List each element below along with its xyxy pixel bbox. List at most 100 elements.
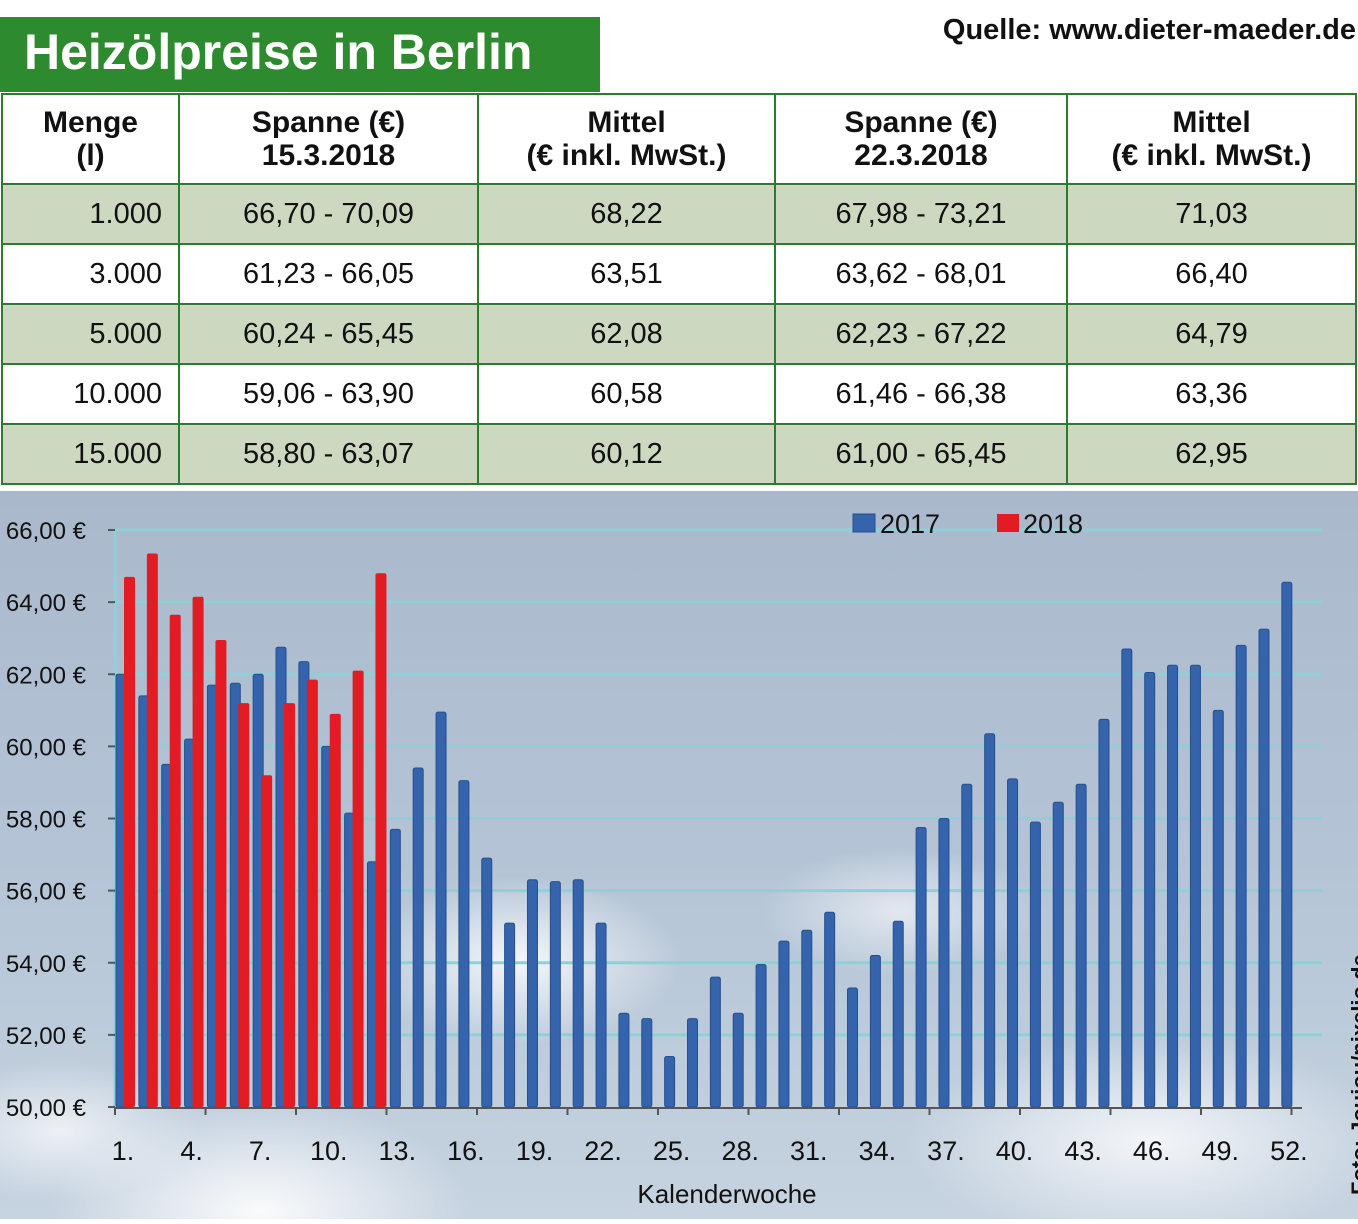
header-spanne-2: Spanne (€) 22.3.2018 <box>774 93 1068 185</box>
x-tick-label: 34. <box>859 1136 897 1166</box>
y-tick-label: 58,00 € <box>6 807 87 834</box>
bar-2018-week-10 <box>329 713 341 1107</box>
cell: 66,40 <box>1066 243 1357 305</box>
bar-2018-week-3 <box>169 614 181 1107</box>
y-tick-label: 52,00 € <box>6 1023 87 1050</box>
header-line: (l) <box>76 139 105 172</box>
bar-2018-week-4 <box>192 596 204 1107</box>
header-spanne-1: Spanne (€) 15.3.2018 <box>178 93 479 185</box>
header-menge: Menge (l) <box>1 93 180 185</box>
header-mittel-2: Mittel (€ inkl. MwSt.) <box>1066 93 1357 185</box>
bar-2017-week-42 <box>1052 801 1064 1108</box>
header-line: Menge <box>42 106 138 139</box>
bar-2017-week-23 <box>618 1012 630 1108</box>
cell: 1.000 <box>1 183 180 245</box>
cell: 60,58 <box>477 363 776 425</box>
bar-2017-week-48 <box>1189 664 1201 1108</box>
bar-2017-week-30 <box>778 940 790 1108</box>
header-mittel-1: Mittel (€ inkl. MwSt.) <box>477 93 776 185</box>
x-tick-label: 43. <box>1064 1136 1102 1166</box>
x-tick-label: 31. <box>790 1136 828 1166</box>
x-tick-label: 40. <box>996 1136 1034 1166</box>
y-tick-label: 56,00 € <box>6 879 87 906</box>
bar-2017-week-38 <box>961 783 973 1108</box>
x-tick-label: 16. <box>447 1136 485 1166</box>
cell: 59,06 - 63,90 <box>178 363 479 425</box>
y-tick-label: 54,00 € <box>6 951 87 978</box>
y-tick-label: 60,00 € <box>6 734 87 761</box>
bar-2017-week-15 <box>435 711 447 1108</box>
bar-2018-week-8 <box>284 703 296 1107</box>
x-tick-label: 37. <box>927 1136 965 1166</box>
legend-label-2018: 2018 <box>1023 509 1083 539</box>
header-line: Spanne (€) <box>844 106 998 139</box>
cell: 71,03 <box>1066 183 1357 245</box>
cell: 10.000 <box>1 363 180 425</box>
y-tick-label: 66,00 € <box>6 518 87 545</box>
bar-2017-week-29 <box>755 964 767 1108</box>
cell: 67,98 - 73,21 <box>774 183 1068 245</box>
cell: 5.000 <box>1 303 180 365</box>
bar-2017-week-50 <box>1235 644 1247 1108</box>
bar-2017-week-39 <box>984 733 996 1108</box>
bar-2017-week-28 <box>732 1012 744 1108</box>
cell: 61,46 - 66,38 <box>774 363 1068 425</box>
cell: 62,23 - 67,22 <box>774 303 1068 365</box>
price-table: Menge (l) Spanne (€) 15.3.2018 Mittel (€ in… <box>1 93 1357 485</box>
bar-2017-week-21 <box>572 879 584 1108</box>
cell: 63,51 <box>477 243 776 305</box>
x-tick-label: 13. <box>379 1136 417 1166</box>
bar-2017-week-22 <box>595 922 607 1108</box>
x-tick-label: 19. <box>516 1136 554 1166</box>
x-tick-label: 10. <box>310 1136 348 1166</box>
header-line: 15.3.2018 <box>261 139 396 172</box>
bar-2017-week-14 <box>412 767 424 1108</box>
y-tick-label: 50,00 € <box>6 1095 87 1122</box>
x-tick-label: 7. <box>249 1136 272 1166</box>
table-header-row: Menge (l) Spanne (€) 15.3.2018 Mittel (€ in… <box>1 93 1357 185</box>
page-title: Heizölpreise in Berlin <box>0 17 600 92</box>
bar-2017-week-26 <box>687 1018 698 1108</box>
bar-2017-week-41 <box>1029 821 1041 1108</box>
bar-2018-week-11 <box>352 670 364 1107</box>
legend: 2017 2018 <box>852 509 1083 539</box>
bar-2017-week-49 <box>1212 709 1224 1108</box>
x-tick-label: 25. <box>653 1136 691 1166</box>
bar-2017-week-51 <box>1258 628 1270 1108</box>
bar-2017-week-43 <box>1075 783 1087 1108</box>
x-tick-label: 4. <box>180 1136 203 1166</box>
bar-2017-week-34 <box>869 955 881 1108</box>
y-tick-label: 64,00 € <box>6 590 87 617</box>
header-line: (€ inkl. MwSt.) <box>1111 139 1312 172</box>
bar-2017-week-13 <box>389 828 401 1108</box>
bar-2017-week-37 <box>938 818 950 1108</box>
chart-area: 50,00 € 52,00 € 54,00 € 56,00 € 58,00 € 60,00… <box>0 491 1358 1219</box>
bar-2017-week-24 <box>641 1018 653 1108</box>
table-row: 1.000 66,70 - 70,09 68,22 67,98 - 73,21 71,0… <box>1 183 1357 245</box>
cell: 62,08 <box>477 303 776 365</box>
bar-2018-week-9 <box>306 679 318 1107</box>
bar-2017-week-17 <box>481 857 493 1108</box>
bar-2017-week-47 <box>1167 664 1179 1108</box>
bar-2017-week-25 <box>664 1056 676 1108</box>
x-tick-label: 1. <box>112 1136 135 1166</box>
cell: 63,36 <box>1066 363 1357 425</box>
legend-swatch-2017 <box>852 513 876 533</box>
cell: 58,80 - 63,07 <box>178 423 479 485</box>
bar-chart: 50,00 € 52,00 € 54,00 € 56,00 € 58,00 € 60,00… <box>6 509 1322 1209</box>
photo-credit: Foto: Joujou/pixelio.de <box>1347 954 1358 1195</box>
y-tick-label: 62,00 € <box>6 662 87 689</box>
table-row: 5.000 60,24 - 65,45 62,08 62,23 - 67,22 64,7… <box>1 303 1357 365</box>
bar-2017-week-52 <box>1281 581 1293 1108</box>
cell: 61,23 - 66,05 <box>178 243 479 305</box>
cell: 62,95 <box>1066 423 1357 485</box>
cell: 61,00 - 65,45 <box>774 423 1068 485</box>
cell: 68,22 <box>477 183 776 245</box>
bar-2017-week-16 <box>458 780 470 1108</box>
bar-2017-week-45 <box>1121 648 1133 1108</box>
x-tick-label: 49. <box>1202 1136 1240 1166</box>
cell: 66,70 - 70,09 <box>178 183 479 245</box>
bar-2018-week-7 <box>261 775 273 1107</box>
header-line: Mittel <box>587 106 666 139</box>
header-line: (€ inkl. MwSt.) <box>526 139 727 172</box>
